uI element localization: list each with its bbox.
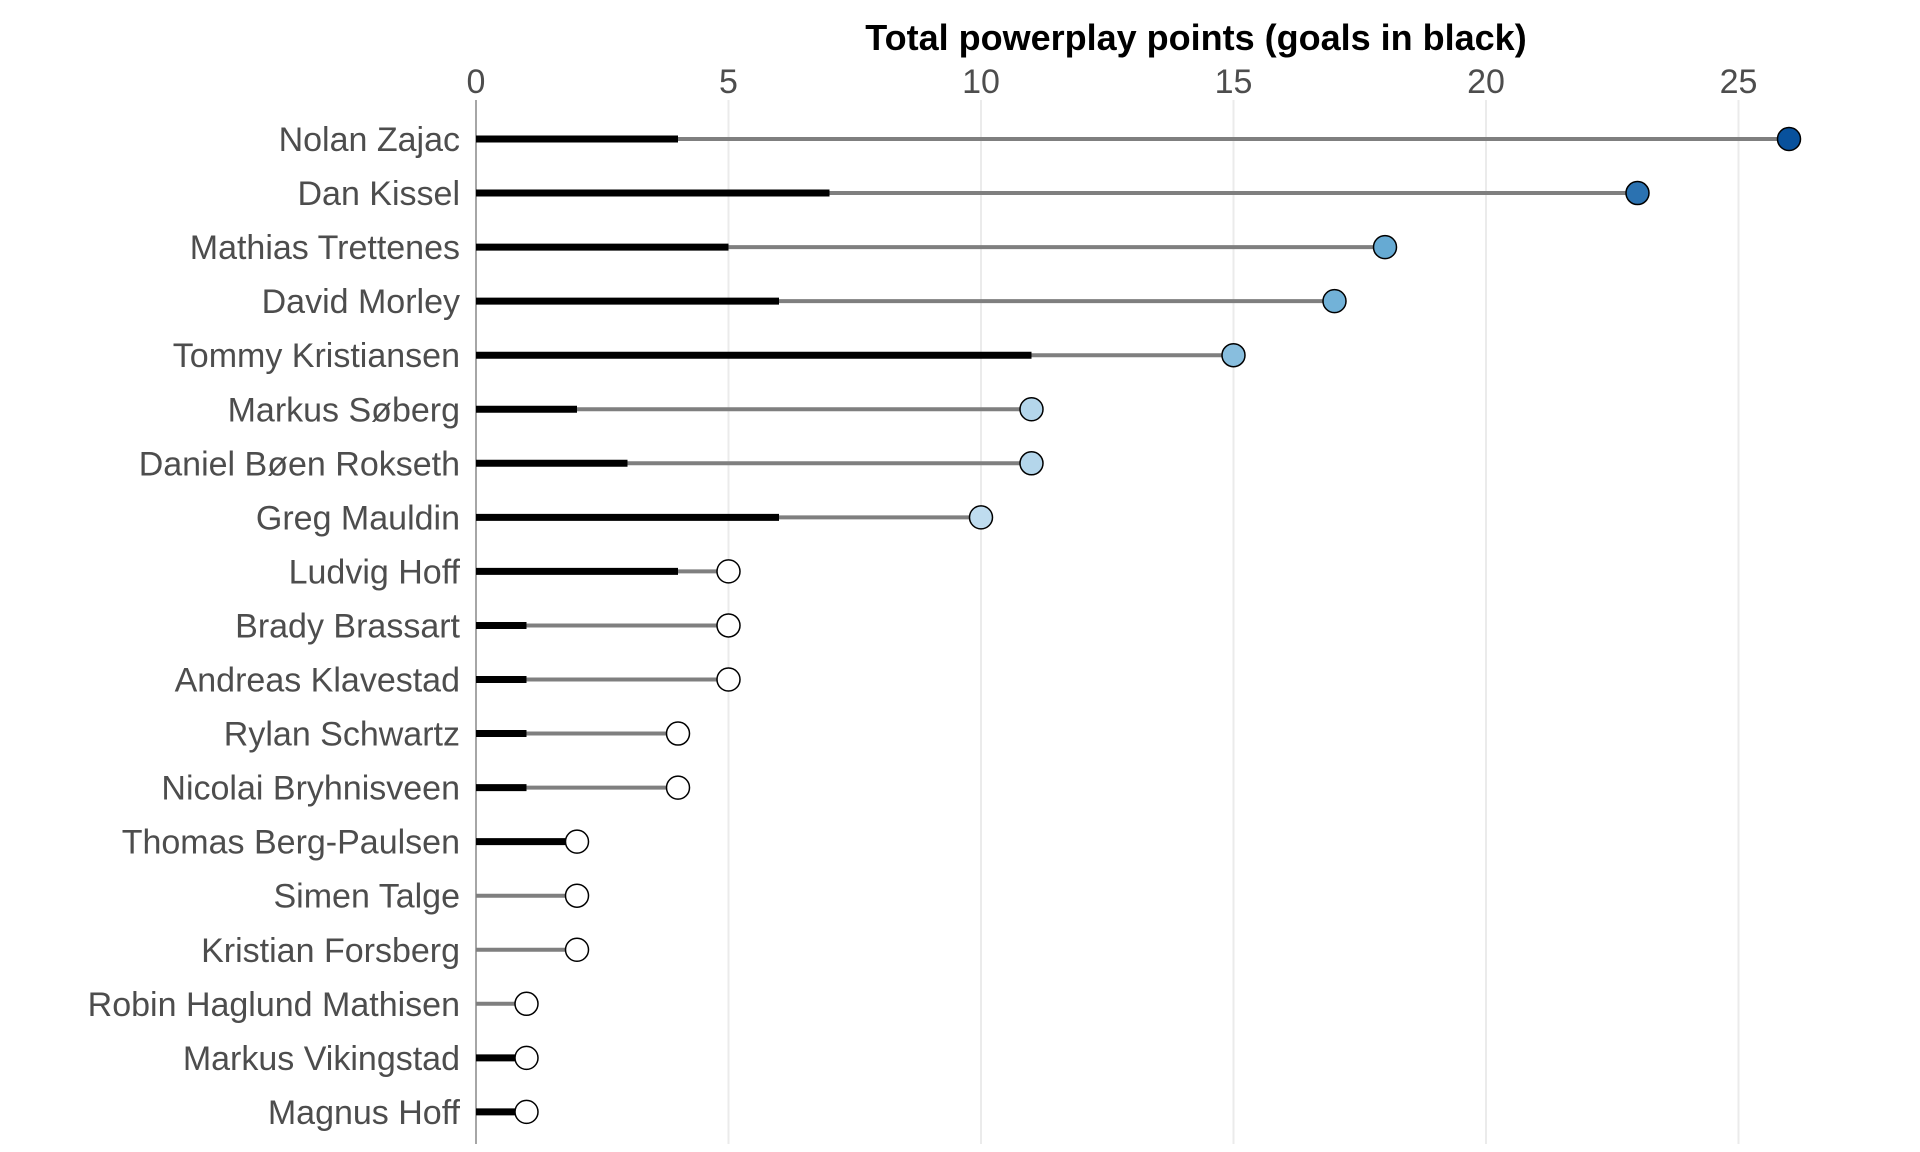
points-dot: [968, 505, 994, 530]
gridlines: [475, 100, 1740, 1144]
player-label: Rylan Schwartz: [224, 716, 460, 754]
points-dot: [514, 1045, 539, 1071]
points-dot: [1019, 451, 1044, 476]
points-dot: [564, 829, 590, 854]
player-labels: Nolan Zajac Dan Kissel Mathias Trettenes Da…: [88, 121, 461, 1132]
player-label: Robin Haglund Mathisen: [88, 986, 460, 1024]
x-tick-label: 20: [1467, 63, 1505, 101]
x-tick-label: 5: [719, 63, 738, 101]
player-label: Daniel Bøen Rokseth: [139, 445, 460, 483]
player-label: Tommy Kristiansen: [173, 337, 460, 375]
player-label: David Morley: [262, 283, 460, 321]
points-dot: [716, 613, 741, 638]
x-tick-label: 0: [467, 63, 486, 101]
player-label: Nicolai Bryhnisveen: [161, 770, 460, 808]
player-label: Nolan Zajac: [279, 121, 460, 159]
lollipop-bars: [476, 135, 1789, 1116]
points-dot: [665, 775, 691, 800]
points-dot: [665, 721, 691, 746]
x-tick-label: 15: [1215, 63, 1253, 101]
x-tick-label: 25: [1720, 63, 1758, 101]
chart-title: Total powerplay points (goals in black): [865, 17, 1526, 58]
player-label: Markus Vikingstad: [183, 1040, 460, 1078]
points-dot: [1625, 180, 1650, 206]
player-label: Markus Søberg: [228, 391, 460, 429]
points-dot: [716, 667, 741, 692]
player-label: Andreas Klavestad: [175, 662, 460, 700]
points-dot: [514, 991, 539, 1017]
points-dot: [564, 937, 590, 962]
points-dot: [1372, 234, 1398, 260]
player-label: Kristian Forsberg: [201, 932, 460, 970]
player-label: Mathias Trettenes: [190, 229, 460, 267]
lollipop-points: [514, 126, 1802, 1125]
x-tick-label: 10: [962, 63, 1000, 101]
player-label: Thomas Berg-Paulsen: [122, 824, 460, 862]
points-dot: [1019, 397, 1044, 422]
player-label: Magnus Hoff: [268, 1094, 461, 1132]
player-label: Dan Kissel: [297, 175, 460, 213]
player-label: Brady Brassart: [235, 607, 460, 645]
points-dot: [514, 1099, 539, 1125]
player-label: Ludvig Hoff: [289, 553, 461, 591]
points-dot: [564, 883, 590, 908]
points-dot: [716, 559, 741, 584]
x-axis-ticks: 0 5 10 15 20 25: [467, 63, 1758, 101]
player-label: Greg Mauldin: [256, 499, 460, 537]
player-label: Simen Talge: [274, 878, 461, 916]
points-dot: [1322, 288, 1347, 314]
points-dot: [1221, 342, 1246, 368]
points-dot: [1776, 126, 1802, 152]
